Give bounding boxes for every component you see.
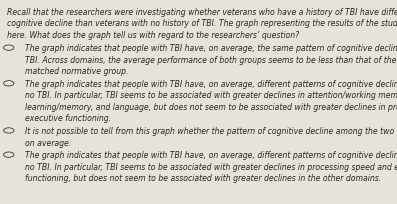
Text: matched normative group.: matched normative group.	[25, 67, 128, 76]
Text: cognitive decline than veterans with no history of TBI. The graph representing t: cognitive decline than veterans with no …	[7, 19, 397, 28]
Text: here. What does the graph tell us with regard to the researchers’ question?: here. What does the graph tell us with r…	[7, 31, 299, 40]
Text: no TBI. In particular, TBI seems to be associated with greater declines in atten: no TBI. In particular, TBI seems to be a…	[25, 91, 397, 100]
Text: It is not possible to tell from this graph whether the pattern of cognitive decl: It is not possible to tell from this gra…	[25, 126, 397, 135]
Text: learning/memory, and language, but does not seem to be associated with greater d: learning/memory, and language, but does …	[25, 102, 397, 111]
Text: no TBI. In particular, TBI seems to be associated with greater declines in proce: no TBI. In particular, TBI seems to be a…	[25, 162, 397, 171]
Text: The graph indicates that people with TBI have, on average, different patterns of: The graph indicates that people with TBI…	[25, 151, 397, 160]
Text: TBI. Across domains, the average performance of both groups seems to be less tha: TBI. Across domains, the average perform…	[25, 55, 397, 64]
Text: The graph indicates that people with TBI have, on average, the same pattern of c: The graph indicates that people with TBI…	[25, 44, 397, 53]
Text: on average.: on average.	[25, 138, 71, 147]
Text: Recall that the researchers were investigating whether veterans who have a histo: Recall that the researchers were investi…	[7, 8, 397, 17]
Text: functioning, but does not seem to be associated with greater declines in the oth: functioning, but does not seem to be ass…	[25, 173, 381, 182]
Text: executive functioning.: executive functioning.	[25, 114, 111, 123]
Text: The graph indicates that people with TBI have, on average, different patterns of: The graph indicates that people with TBI…	[25, 80, 397, 89]
